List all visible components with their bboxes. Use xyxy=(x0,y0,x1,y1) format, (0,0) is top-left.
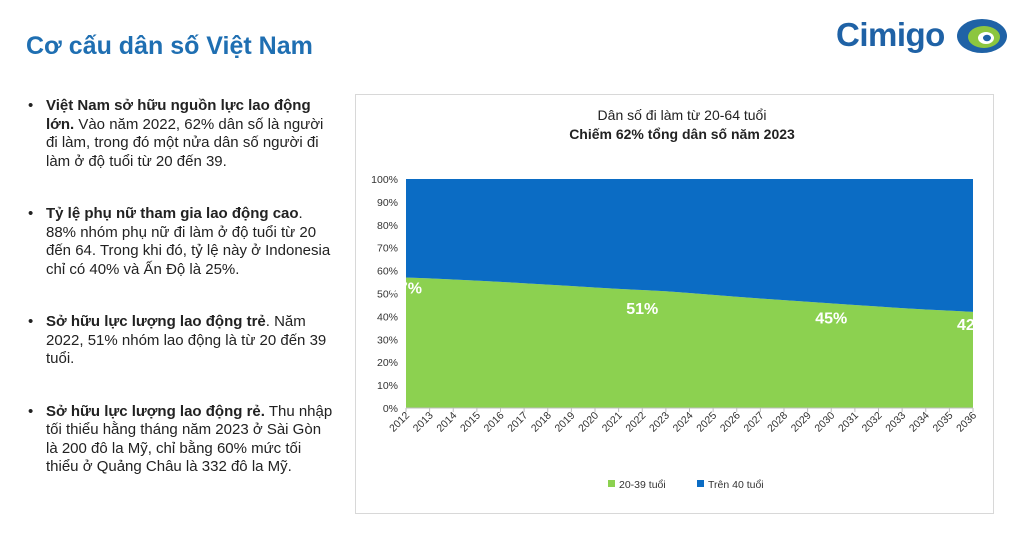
y-tick-label: 10% xyxy=(377,380,398,392)
bullet-item: Việt Nam sở hữu nguồn lực lao động lớn. … xyxy=(26,97,336,171)
data-label: 45% xyxy=(815,310,847,327)
y-tick-label: 40% xyxy=(377,311,398,323)
data-label: 51% xyxy=(626,301,658,318)
legend-swatch xyxy=(697,480,704,487)
bullet-bold: Sở hữu lực lượng lao động trẻ xyxy=(46,313,266,330)
bullet-text: . 88% nhóm phụ nữ đi làm ở độ tuổi từ 20… xyxy=(46,205,331,278)
x-tick-label: 2036 xyxy=(954,410,979,435)
bullet-bold: Sở hữu lực lượng lao động rẻ. xyxy=(46,402,265,420)
chart-legend: 20-39 tuổi Trên 40 tuổi xyxy=(608,479,764,491)
plot-area xyxy=(406,179,973,408)
y-axis: 0% 10% 20% 30% 40% 50% 60% 70% 80% 90% 100% xyxy=(371,174,398,415)
y-tick-label: 0% xyxy=(383,403,398,415)
chart-subtitle: Chiếm 62% tổng dân số năm 2023 xyxy=(569,126,795,142)
y-tick-label: 90% xyxy=(377,197,398,209)
chart-container: Dân số đi làm từ 20-64 tuổi Chiếm 62% tổ… xyxy=(355,94,994,514)
y-tick-label: 50% xyxy=(377,289,398,301)
bullet-item: Sở hữu lực lượng lao động rẻ. Thu nhập t… xyxy=(26,403,336,477)
area-series-1 xyxy=(406,277,973,408)
x-tick-label: 2026 xyxy=(718,410,743,435)
bullet-item: Sở hữu lực lượng lao động trẻ. Năm 2022,… xyxy=(26,313,336,369)
x-axis: 2012201320142015201620172018201920202021… xyxy=(387,407,979,435)
data-labels: 57% 51% 45% 42% xyxy=(390,281,989,335)
x-tick-label: 2016 xyxy=(482,410,507,435)
bullet-bold: Việt Nam sở hữu nguồn lực lao động lớn. xyxy=(46,97,311,133)
bullet-list: Việt Nam sở hữu nguồn lực lao động lớn. … xyxy=(26,97,336,477)
bullet-text: Vào năm 2022, 62% dân số là người đi làm… xyxy=(46,115,324,170)
x-tick-label: 2028 xyxy=(765,410,790,435)
area-series-2 xyxy=(406,179,973,312)
x-tick-label: 2023 xyxy=(647,410,672,435)
page-title: Cơ cấu dân số Việt Nam xyxy=(26,32,313,60)
x-tick-label: 2033 xyxy=(883,410,908,435)
x-tick-label: 2018 xyxy=(529,410,554,435)
x-tick-label: 2034 xyxy=(907,410,932,435)
x-tick-label: 2021 xyxy=(600,410,625,435)
x-tick-label: 2022 xyxy=(623,410,648,435)
bullet-text: . Năm 2022, 51% nhóm lao động là từ 20 đ… xyxy=(46,313,327,367)
y-tick-label: 70% xyxy=(377,243,398,255)
stacked-area-chart: Dân số đi làm từ 20-64 tuổi Chiếm 62% tổ… xyxy=(371,107,989,491)
chart-title: Dân số đi làm từ 20-64 tuổi xyxy=(598,107,767,123)
x-tick-label: 2031 xyxy=(836,410,861,435)
y-tick-label: 80% xyxy=(377,220,398,232)
x-tick-label: 2019 xyxy=(552,410,577,435)
bullet-text: Thu nhập tối thiểu hằng tháng năm 2023 ở… xyxy=(46,402,333,476)
logo-text: Cimigo xyxy=(836,16,945,53)
x-tick-label: 2029 xyxy=(789,410,814,435)
legend-label: Trên 40 tuổi xyxy=(708,479,764,491)
legend-label: 20-39 tuổi xyxy=(619,479,666,491)
y-tick-label: 100% xyxy=(371,174,398,186)
x-tick-label: 2013 xyxy=(411,410,436,435)
bullet-item: Tỷ lệ phụ nữ tham gia lao động cao. 88% … xyxy=(26,205,336,279)
x-tick-label: 2032 xyxy=(860,410,885,435)
y-tick-label: 20% xyxy=(377,357,398,369)
x-tick-label: 2035 xyxy=(930,410,955,435)
cimigo-logo[interactable]: Cimigo xyxy=(836,14,1008,58)
x-tick-label: 2030 xyxy=(812,410,837,435)
y-tick-label: 60% xyxy=(377,266,398,278)
x-tick-label: 2014 xyxy=(434,410,459,435)
cimigo-eye-icon xyxy=(957,19,1007,53)
x-tick-label: 2020 xyxy=(576,410,601,435)
data-label: 57% xyxy=(390,281,422,298)
x-tick-label: 2027 xyxy=(741,410,766,435)
bullet-bold: Tỷ lệ phụ nữ tham gia lao động cao xyxy=(46,205,299,222)
x-tick-label: 2025 xyxy=(694,410,719,435)
data-label: 42% xyxy=(957,317,989,334)
x-tick-label: 2017 xyxy=(505,410,530,435)
y-tick-label: 30% xyxy=(377,334,398,346)
legend-swatch xyxy=(608,480,615,487)
x-tick-label: 2024 xyxy=(671,410,696,435)
x-tick-label: 2015 xyxy=(458,410,483,435)
